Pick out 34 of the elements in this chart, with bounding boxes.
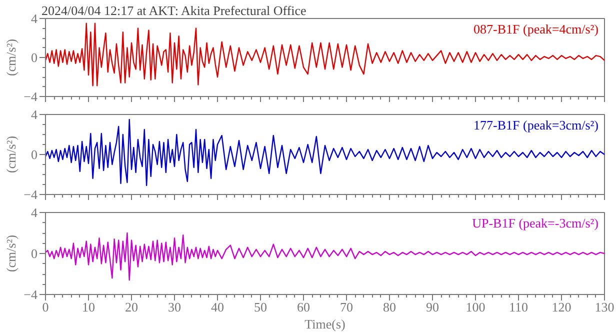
y-tick-label: 0 (31, 50, 38, 65)
line-series (46, 232, 604, 281)
y-tick-label: 4 (31, 11, 38, 26)
y-tick-label: 0 (31, 246, 38, 261)
x-tick-label: 110 (508, 300, 528, 314)
x-axis-title: Time(s) (304, 316, 346, 332)
x-tick-label: 20 (125, 300, 138, 314)
y-tick-label: −4 (24, 187, 38, 202)
x-tick-label: 0 (42, 300, 49, 314)
y-axis-title: (cm/s²) (4, 234, 19, 272)
x-tick-label: 80 (383, 300, 396, 314)
x-tick-label: 30 (168, 300, 181, 314)
x-tick-label: 50 (254, 300, 267, 314)
x-tick-label: 10 (82, 300, 95, 314)
x-tick-label: 60 (297, 300, 310, 314)
y-tick-label: −4 (24, 89, 38, 104)
line-series (46, 118, 604, 186)
x-tick-label: 40 (211, 300, 224, 314)
y-axis-title: (cm/s²) (4, 38, 19, 76)
chart-title: 2024/04/04 12:17 at AKT: Akita Prefectural Office (42, 3, 307, 18)
y-axis-title: (cm/s²) (4, 136, 19, 174)
series-label: 087-B1F (peak=4cm/s²) (474, 22, 599, 36)
y-tick-label: −4 (24, 287, 38, 302)
x-tick-label: 120 (552, 300, 572, 314)
y-tick-label: 0 (31, 147, 38, 162)
y-tick-label: 4 (31, 205, 38, 220)
x-tick-label: 70 (340, 300, 353, 314)
x-tick-label: 130 (594, 300, 614, 314)
x-tick-label: 100 (466, 300, 486, 314)
y-tick-label: 4 (31, 107, 38, 122)
series-label: UP-B1F (peak=-3cm/s²) (472, 216, 599, 230)
x-tick-label: 90 (426, 300, 439, 314)
series-label: 177-B1F (peak=3cm/s²) (474, 118, 599, 132)
line-series (46, 22, 604, 86)
